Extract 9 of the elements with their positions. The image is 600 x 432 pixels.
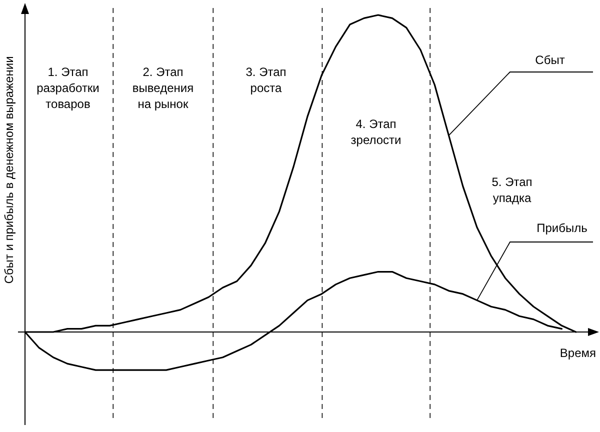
y-axis-title: Сбыт и прибыль в денежном выражении <box>2 56 16 284</box>
annotation: 1. Этап разработки товаров <box>36 65 100 111</box>
x-axis-title: Время <box>560 346 596 360</box>
annotation: 5. Этап упадка <box>492 175 532 205</box>
annotation: 3. Этап роста <box>246 65 286 95</box>
text: Сбыт <box>535 53 566 67</box>
annotation: 2. Этап выведения на рынок <box>132 65 194 111</box>
text: Прибыль <box>536 221 588 235</box>
annotation: 4. Этап зрелости <box>350 117 402 147</box>
